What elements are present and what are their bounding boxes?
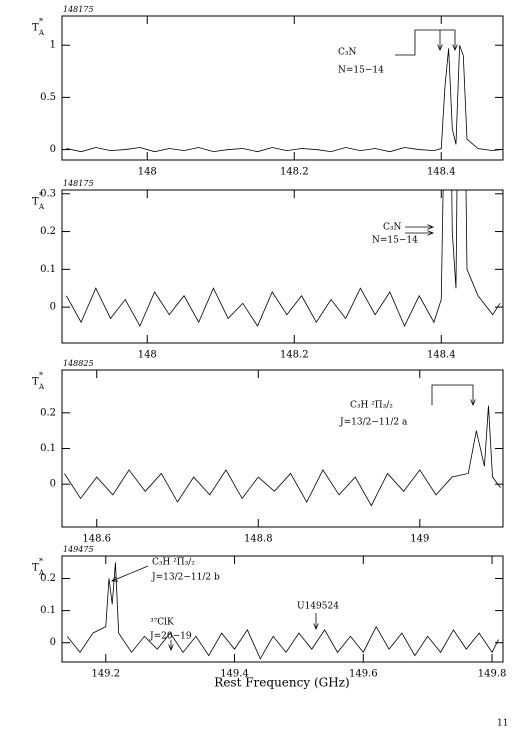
y-tick-label: 0.1 — [40, 443, 56, 454]
plot-area — [66, 45, 501, 153]
y-axis-label: T — [32, 563, 39, 574]
panel-label: 148175 — [63, 179, 94, 188]
y-tick-label: 0 — [50, 302, 56, 313]
y-tick-label: 0.2 — [40, 226, 56, 237]
x-tick-label: 149.6 — [349, 669, 378, 680]
y-tick-label: 0 — [50, 144, 56, 155]
x-tick-label: 149.2 — [91, 669, 120, 680]
y-axis-label-sub: A — [38, 569, 45, 577]
plot-frame — [61, 555, 504, 663]
y-tick-label: 0 — [50, 637, 56, 648]
y-axis-label-sub: A — [38, 29, 45, 37]
annotation: J=20−19 — [149, 632, 192, 642]
x-tick-label: 148.2 — [280, 167, 309, 178]
annotation: C₃H ²Π₃/₂ — [152, 558, 195, 568]
annotation: N=15−14 — [372, 236, 418, 246]
plot-frame — [61, 189, 504, 344]
annotation-arrow — [431, 384, 473, 405]
annotation: J=13/2−11/2 b — [151, 573, 220, 583]
plot-frame — [61, 369, 504, 528]
y-tick-label: 0.1 — [40, 605, 56, 616]
y-tick-label: 0 — [50, 479, 56, 490]
x-tick-label: 149 — [410, 534, 429, 545]
plot-frame — [61, 15, 504, 161]
annotation: C₃N — [383, 223, 401, 233]
y-tick-label: 0.5 — [40, 92, 56, 103]
y-tick-label: 0.2 — [40, 407, 56, 418]
y-axis-label-sup: * — [39, 191, 43, 200]
y-axis-label-sub: A — [38, 383, 45, 391]
x-tick-label: 148.4 — [427, 350, 456, 361]
y-tick-label: 0.1 — [40, 264, 56, 275]
x-tick-label: 149.8 — [478, 669, 507, 680]
y-axis-label-sup: * — [39, 17, 43, 26]
y-axis-label-sub: A — [38, 203, 45, 211]
annotation-arrow — [395, 29, 455, 56]
x-tick-label: 149.4 — [220, 669, 249, 680]
panel-label: 148175 — [63, 5, 94, 14]
y-axis-label-sup: * — [39, 557, 43, 566]
x-tick-label: 148 — [138, 350, 157, 361]
spectrum-line — [66, 190, 501, 327]
spectrum-line — [66, 562, 499, 660]
x-tick-label: 148.6 — [82, 534, 111, 545]
annotation: U149524 — [297, 602, 339, 612]
annotation: N=15−14 — [338, 66, 384, 76]
y-tick-label: 1 — [50, 40, 56, 51]
y-tick-label: 0.3 — [40, 188, 56, 199]
annotation-arrow — [112, 565, 149, 581]
plot-area — [66, 562, 499, 660]
spectrum-line — [64, 405, 501, 507]
x-tick-label: 148.8 — [244, 534, 273, 545]
panel-label: 148825 — [63, 359, 94, 368]
panel-label: 149475 — [63, 545, 94, 554]
annotation: J=13/2−11/2 a — [339, 418, 408, 428]
plot-area — [66, 190, 501, 327]
x-tick-label: 148 — [138, 167, 157, 178]
annotation: C₃N — [338, 48, 356, 58]
annotation: C₃H ²Π₃/₂ — [350, 401, 393, 411]
y-axis-label: T — [32, 23, 39, 34]
x-tick-label: 148.4 — [427, 167, 456, 178]
x-tick-label: 148.2 — [280, 350, 309, 361]
y-axis-label: T — [32, 377, 39, 388]
y-axis-label: T — [32, 197, 39, 208]
y-axis-label-sup: * — [39, 371, 43, 380]
plot-area — [64, 405, 501, 507]
y-tick-label: 0.2 — [40, 573, 56, 584]
x-axis-label: Rest Frequency (GHz) — [214, 676, 349, 690]
spectrum-line — [66, 45, 501, 153]
page-number: 11 — [497, 719, 508, 729]
annotation: ³⁷ClK — [150, 618, 174, 628]
